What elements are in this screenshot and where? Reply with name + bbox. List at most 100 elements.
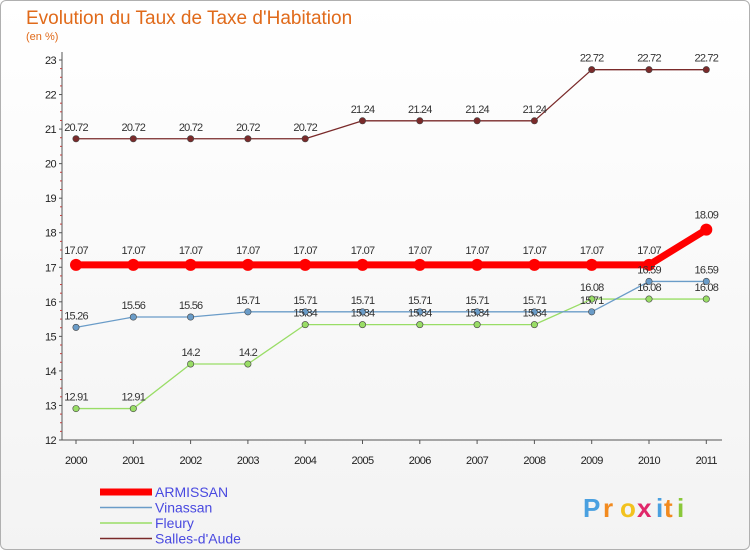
y-tick-label: 14: [45, 366, 57, 378]
data-label-armissan: 17.07: [637, 245, 661, 257]
data-label-salles-d-aude: 20.72: [122, 122, 146, 134]
data-point-vinassan: [129, 313, 137, 321]
data-label-salles-d-aude: 21.24: [351, 104, 375, 116]
data-point-vinassan: [645, 277, 653, 285]
data-label-fleury: 16.08: [695, 282, 719, 294]
x-tick-label: 2007: [466, 455, 489, 467]
data-label-armissan: 17.07: [465, 245, 489, 257]
data-point-armissan: [356, 258, 369, 271]
data-label-fleury: 12.91: [122, 392, 146, 404]
x-tick-label: 2009: [581, 455, 604, 467]
data-point-fleury: [187, 360, 195, 368]
data-point-fleury: [702, 295, 710, 303]
data-point-fleury: [416, 321, 424, 329]
data-point-salles-d-aude: [358, 117, 366, 125]
legend-label-salles-d-aude: Salles-d'Aude: [155, 531, 241, 547]
series-line-vinassan: [75, 280, 707, 329]
data-labels-layer: 20.72 20.72 20.72 20.72 20.72 21.24 21.24 21.24…: [64, 53, 719, 404]
y-tick-label: 22: [45, 90, 57, 102]
data-point-fleury: [530, 321, 538, 329]
data-label-fleury: 15.34: [351, 308, 375, 320]
data-point-vinassan: [358, 308, 366, 316]
data-label-armissan: 17.07: [179, 245, 203, 257]
data-point-armissan: [299, 258, 312, 271]
y-tick-label: 15: [45, 331, 57, 343]
x-tick-label: 2003: [237, 455, 260, 467]
data-label-fleury: 16.08: [637, 282, 661, 294]
data-label-vinassan: 15.56: [179, 300, 203, 312]
data-point-armissan: [528, 258, 541, 271]
logo-letter: i: [677, 493, 684, 523]
data-point-vinassan: [72, 323, 80, 331]
data-point-fleury: [645, 295, 653, 303]
x-tick-label: 2010: [638, 455, 661, 467]
data-point-vinassan: [588, 308, 596, 316]
data-label-armissan: 17.07: [236, 245, 260, 257]
data-point-armissan: [643, 258, 655, 271]
data-label-salles-d-aude: 22.72: [695, 53, 719, 65]
data-label-salles-d-aude: 22.72: [580, 53, 604, 65]
data-point-salles-d-aude: [473, 117, 481, 125]
logo-letter: o: [620, 493, 636, 523]
x-tick-label: 2008: [523, 455, 546, 467]
y-tick-label: 23: [45, 55, 57, 67]
y-tick-label: 17: [45, 262, 57, 274]
data-point-salles-d-aude: [645, 66, 653, 74]
data-point-vinassan: [187, 313, 195, 321]
data-label-vinassan: 15.71: [351, 295, 375, 307]
data-label-salles-d-aude: 20.72: [179, 122, 203, 134]
data-label-vinassan: 15.26: [64, 310, 88, 322]
x-tick-label: 2002: [180, 455, 203, 467]
data-label-fleury: 15.34: [293, 308, 317, 320]
data-label-salles-d-aude: 21.24: [523, 104, 547, 116]
y-tick-label: 19: [45, 193, 57, 205]
data-label-armissan: 17.07: [408, 245, 432, 257]
logo-letter: r: [603, 493, 613, 523]
x-tick-label: 2000: [65, 455, 88, 467]
data-point-fleury: [358, 321, 366, 329]
data-point-salles-d-aude: [702, 66, 710, 74]
data-label-fleury: 15.34: [523, 308, 547, 320]
data-label-salles-d-aude: 20.72: [236, 122, 260, 134]
series-line-fleury: [75, 298, 707, 410]
logo-letter: x: [637, 493, 652, 523]
data-label-armissan: 17.07: [580, 245, 604, 257]
data-point-salles-d-aude: [187, 135, 195, 143]
data-point-fleury: [588, 295, 596, 303]
data-label-salles-d-aude: 20.72: [293, 122, 317, 134]
series-line-salles-d-aude: [75, 69, 707, 140]
data-point-fleury: [129, 405, 137, 413]
data-label-salles-d-aude: 21.24: [408, 104, 432, 116]
data-point-fleury: [301, 321, 309, 329]
data-point-vinassan: [416, 308, 424, 316]
x-tick-label: 2004: [294, 455, 317, 467]
data-label-armissan: 17.07: [293, 245, 317, 257]
data-point-salles-d-aude: [588, 66, 596, 74]
data-point-fleury: [473, 321, 481, 329]
data-label-salles-d-aude: 21.24: [465, 104, 489, 116]
data-point-salles-d-aude: [416, 117, 424, 125]
data-label-armissan: 18.09: [695, 210, 719, 222]
data-label-vinassan: 15.71: [465, 295, 489, 307]
data-label-armissan: 17.07: [523, 245, 547, 257]
data-point-armissan: [413, 258, 426, 271]
data-label-fleury: 12.91: [64, 392, 88, 404]
data-label-vinassan: 15.71: [293, 295, 317, 307]
logo-letter: t: [664, 493, 673, 523]
legend-label-vinassan: Vinassan: [155, 500, 212, 516]
data-label-fleury: 16.08: [580, 282, 604, 294]
data-point-armissan: [241, 258, 254, 271]
logo-letter: i: [656, 493, 663, 523]
data-label-vinassan: 16.59: [695, 264, 719, 276]
series-layer: [70, 66, 713, 413]
data-label-fleury: 14.2: [239, 347, 258, 359]
y-tick-label: 16: [45, 297, 57, 309]
data-label-salles-d-aude: 20.72: [64, 122, 88, 134]
y-tick-label: 13: [45, 400, 57, 412]
data-label-fleury: 15.34: [408, 308, 432, 320]
data-point-armissan: [184, 258, 197, 271]
data-point-salles-d-aude: [129, 135, 137, 143]
data-point-vinassan: [530, 308, 538, 316]
y-tick-label: 18: [45, 228, 57, 240]
